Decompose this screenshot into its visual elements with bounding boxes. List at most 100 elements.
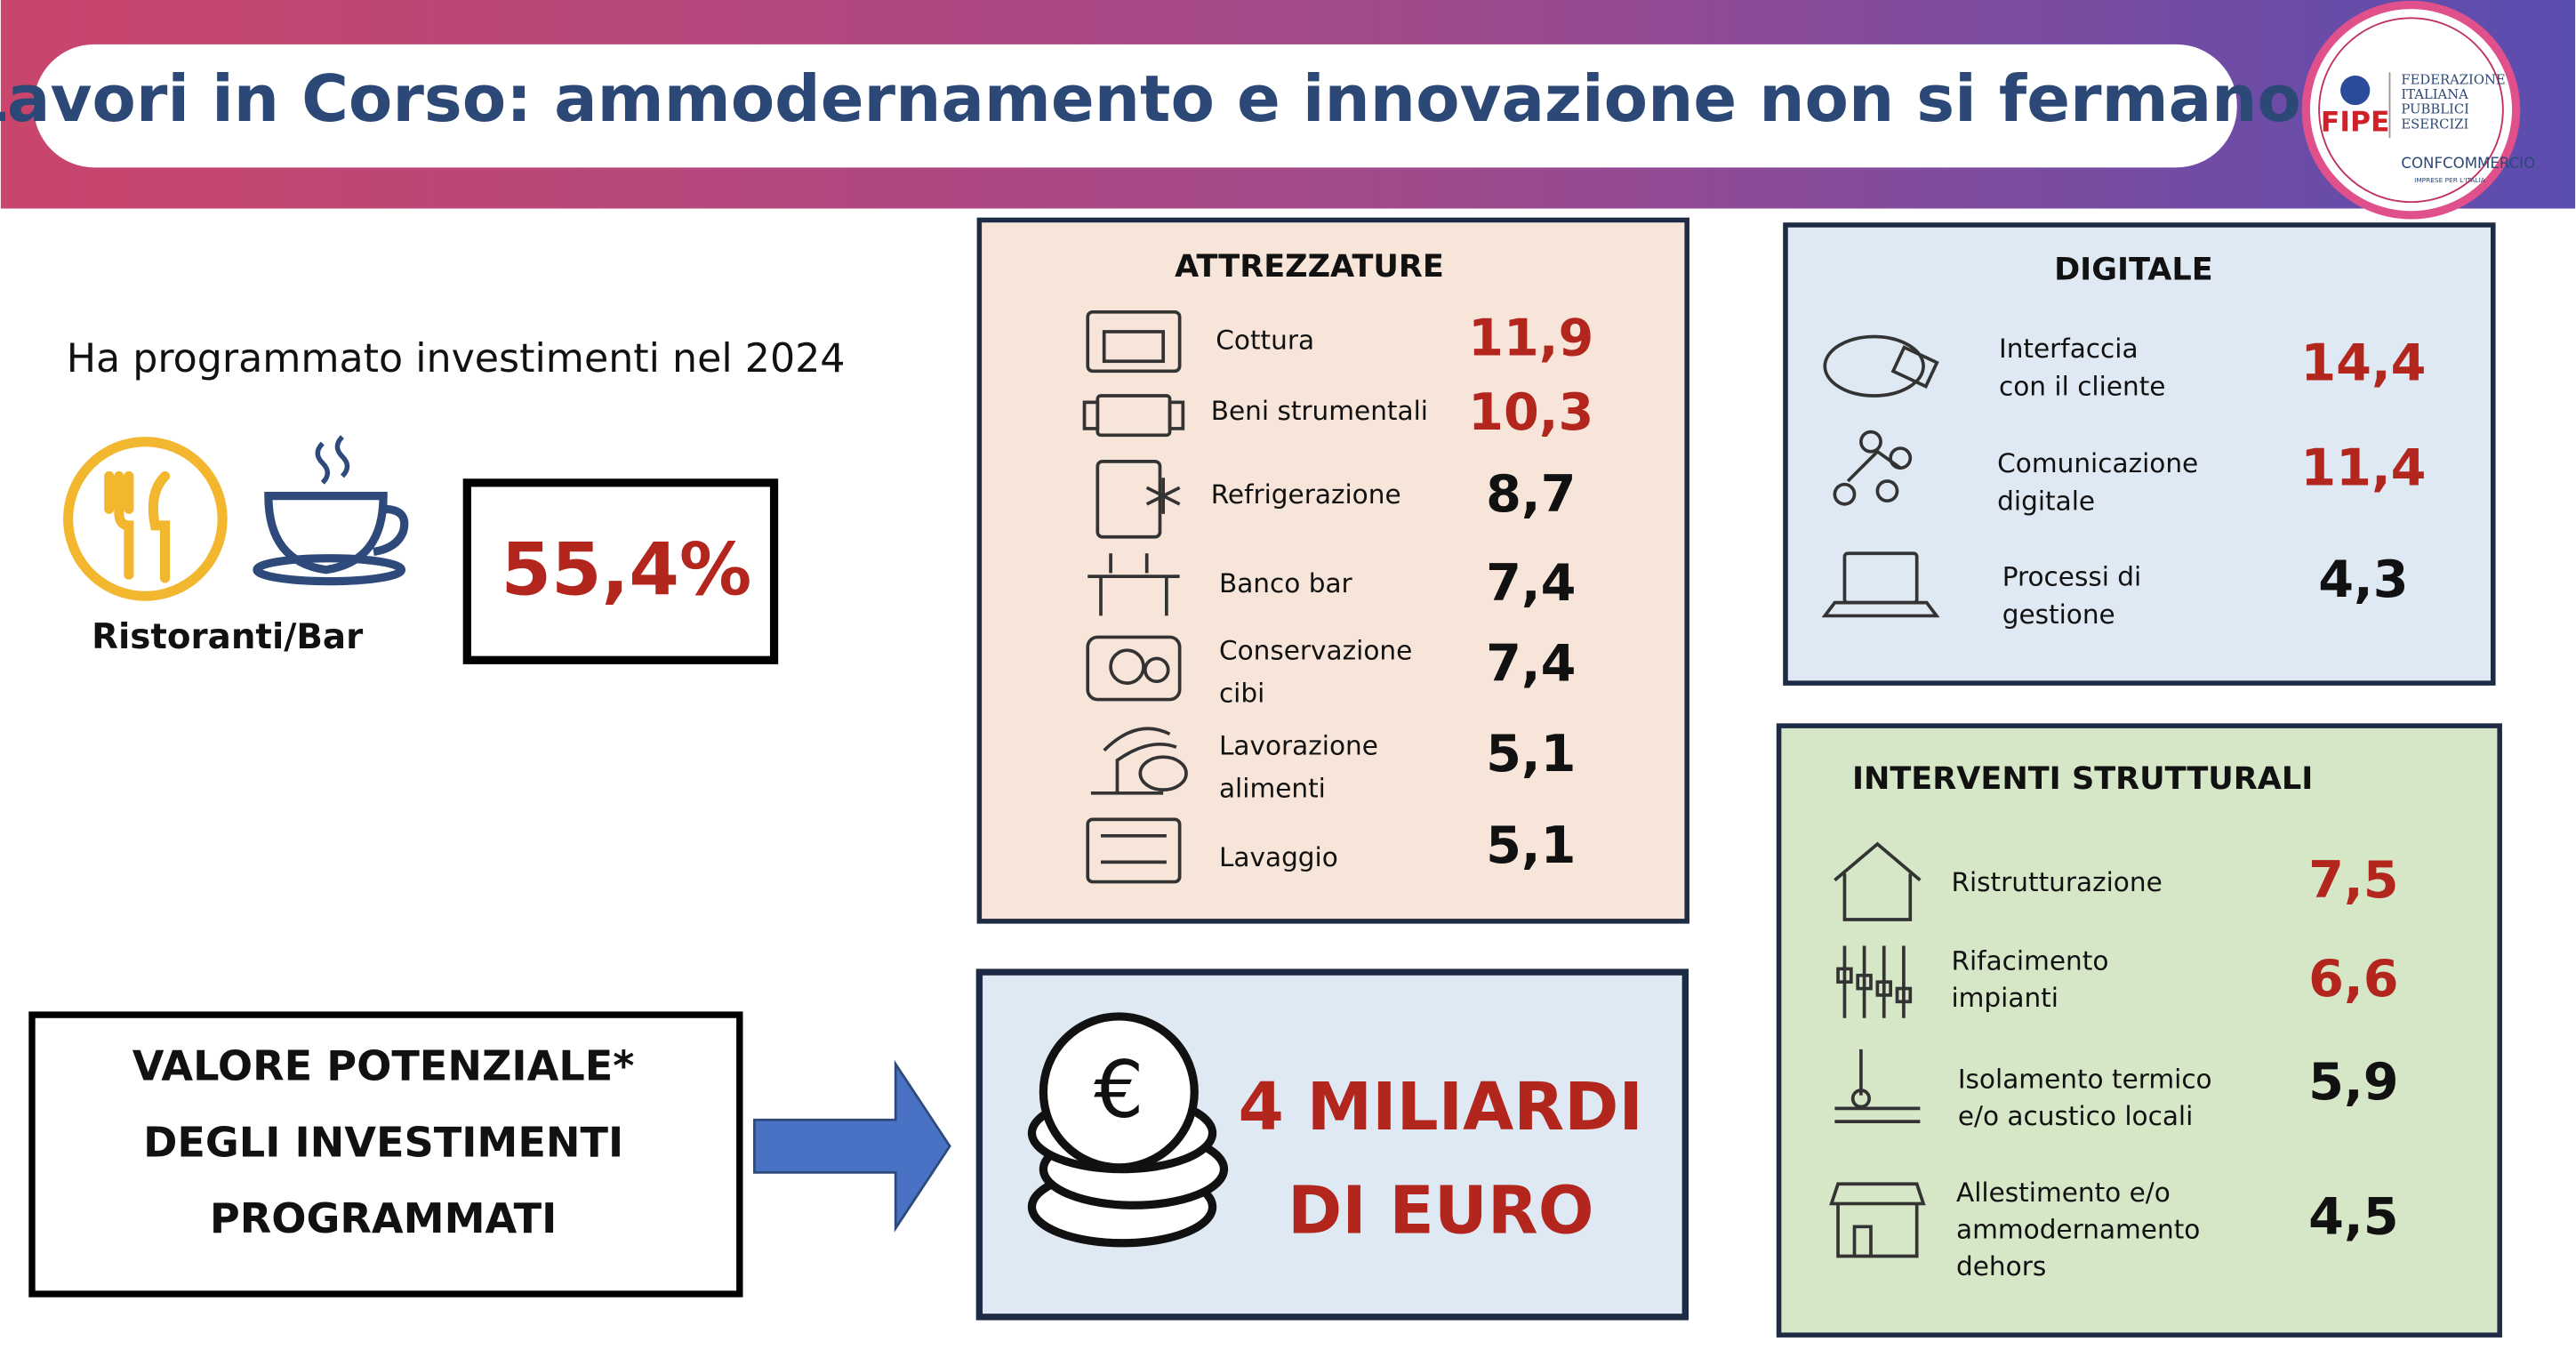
item-value: 7,5 [2308,851,2398,910]
item-icon [1086,309,1182,374]
icon-part [1895,986,1913,1004]
intro-value: 55,4% [501,529,751,613]
item-label: Allestimento e/o [1956,1177,2171,1208]
item-label: Conservazione [1219,636,1412,666]
digitale-title: DIGITALE [2054,252,2213,288]
item-icon [1836,945,1913,1018]
logo-confcommercio: CONFCOMMERCIO [2401,155,2535,172]
item-value: 5,1 [1486,816,1576,875]
segment-label: Ristoranti/Bar [92,617,363,657]
cafe-icon [253,435,409,586]
item-label: Cottura [1216,325,1314,356]
item-label: Refrigerazione [1211,479,1401,510]
value-frame [462,478,779,664]
logo: FIPE CONFCOMMERCIO IMPRESE PER L'ITALIA [2301,0,2535,220]
item-value: 5,9 [2308,1053,2398,1112]
item-value: 10,3 [1468,383,1593,442]
icon-part [1087,553,1180,616]
item-label: alimenti [1219,774,1326,804]
interventi-title: INTERVENTI STRUTTURALI [1852,760,2313,797]
item-label: gestione [2002,599,2115,630]
arrow [753,1059,951,1233]
svg-text:€: € [1094,1044,1144,1136]
attrezzature-box [976,217,1689,924]
item-label: Lavorazione [1219,731,1378,761]
icon-part [1102,330,1166,364]
item-label: Interfaccia [1999,333,2139,364]
amount-line: DI EURO [1288,1172,1594,1249]
item-label: Processi di [2002,561,2142,591]
item-value: 5,1 [1486,725,1576,783]
item-value: 7,4 [1486,634,1576,693]
item-icon [1090,727,1188,795]
valore-line: VALORE POTENZIALE* [132,1042,635,1090]
icon-part [1875,980,1892,997]
item-icon [1086,817,1182,884]
logo-brand: FIPE [2321,106,2390,138]
icon-part [1086,635,1182,702]
icon-part [1101,833,1167,864]
item-value: 4,3 [2318,550,2408,609]
logo-line: FEDERAZIONE [2401,72,2505,87]
icon-part [1082,400,1100,430]
item-icon [1833,430,1913,506]
icon-part [1846,449,1902,483]
item-label: dehors [1956,1251,2046,1282]
page-title: Lavori in Corso: ammodernamento e innova… [0,61,2301,136]
icon-part [1144,656,1170,684]
icon-part [1833,482,1857,506]
item-icon [1082,394,1185,438]
item-icon [1829,1182,1926,1258]
icon-part [1829,1182,1926,1258]
title-pill [33,44,2237,168]
icon-part [1834,1049,1921,1123]
digitale-box [1783,222,2496,686]
valore-box [28,1011,743,1298]
icon-part [1850,1089,1871,1109]
valore-line: DEGLI INVESTIMENTI [143,1118,623,1166]
logo-line: PUBBLICI [2401,102,2469,117]
logo-line: ITALIANA [2401,87,2468,102]
item-label: Ristrutturazione [1951,867,2162,897]
icon-part [1138,755,1188,791]
item-label: Banco bar [1219,568,1353,599]
amount-line: 4 MILIARDI [1239,1069,1643,1145]
item-label: ammodernamento [1956,1214,2200,1244]
icon-part [1168,400,1185,430]
item-label: Beni strumentali [1211,396,1428,426]
coins-icon: € [1027,1012,1229,1248]
item-icon [1087,553,1180,616]
icon-part [1109,648,1145,685]
logo-tagline: IMPRESE PER L'ITALIA [2414,176,2485,184]
icon-part [1834,841,1922,921]
icon-part [1836,967,1853,984]
item-icon [1834,1049,1921,1123]
item-label: Comunicazione [1997,448,2198,478]
item-value: 6,6 [2308,950,2398,1008]
item-label: e/o acustico locali [1958,1101,2193,1131]
restaurant-icon [63,437,228,601]
icon-part [1086,309,1182,374]
icon-part [1859,430,1882,454]
item-value: 8,7 [1486,465,1576,524]
intro-text: Ha programmato investimenti nel 2024 [67,336,846,382]
logo-line: ESERCIZI [2401,117,2468,132]
item-icon [1086,635,1182,702]
item-label: impianti [1951,983,2058,1013]
icon-part [1856,973,1873,991]
item-label: digitale [1997,486,2095,517]
icon-part [1821,600,1940,618]
icon-part [1823,334,1925,398]
item-icon [1095,460,1181,539]
attrezzature-title: ATTREZZATURE [1175,248,1444,285]
item-icon [1834,841,1922,921]
icon-part [1090,727,1177,795]
interventi-box [1776,723,2502,1338]
icon-part [1890,345,1939,389]
icon-part [1875,479,1899,503]
item-label: con il cliente [1999,371,2165,401]
valore-line: PROGRAMMATI [210,1194,557,1242]
item-icon [1823,334,1939,398]
icon-part [1145,478,1181,514]
